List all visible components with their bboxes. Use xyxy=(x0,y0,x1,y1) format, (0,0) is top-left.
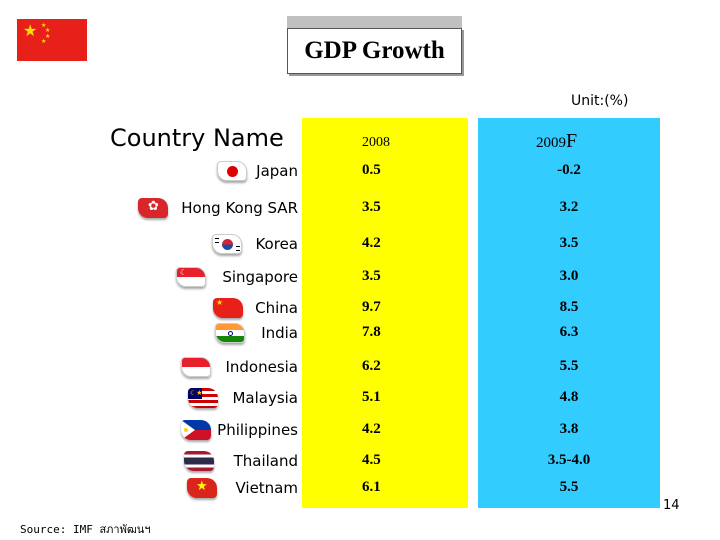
column-2008-background xyxy=(302,118,468,508)
value-2008: 6.1 xyxy=(362,479,381,495)
header-year-2009-number: 2009 xyxy=(536,135,566,151)
table-row: ★ China 9.7 8.5 xyxy=(0,297,720,321)
table-row: ☾★ Malaysia 5.1 4.8 xyxy=(0,387,720,411)
china-flag-icon: ★ ★ ★ ★ ★ xyxy=(17,19,87,61)
value-2008: 4.2 xyxy=(362,235,381,251)
column-2009-background xyxy=(478,118,660,508)
thailand-flag-icon xyxy=(184,451,214,471)
philippines-flag-icon xyxy=(181,420,211,440)
header-country-name: Country Name xyxy=(110,124,284,152)
header-year-2008: 2008 xyxy=(362,135,390,150)
table-row: ★ Vietnam 6.1 5.5 xyxy=(0,477,720,501)
table-row: Thailand 4.5 3.5-4.0 xyxy=(0,450,720,474)
table-row: India 7.8 6.3 xyxy=(0,322,720,346)
country-name: Malaysia xyxy=(232,389,298,407)
table-row: Korea 4.2 3.5 xyxy=(0,233,720,257)
table-row: Indonesia 6.2 5.5 xyxy=(0,356,720,380)
china-flag-icon: ★ xyxy=(213,298,243,318)
title-box: GDP Growth xyxy=(287,28,462,74)
value-2009: -0.2 xyxy=(557,162,581,178)
value-2009: 3.2 xyxy=(559,199,579,215)
korea-flag-icon xyxy=(212,234,242,254)
hong-kong-flag-icon: ✿ xyxy=(138,198,168,218)
value-2008: 4.5 xyxy=(362,452,381,468)
page-number: 14 xyxy=(663,498,680,513)
country-name: Vietnam xyxy=(235,479,298,497)
value-2008: 6.2 xyxy=(362,358,381,374)
malaysia-flag-icon: ☾★ xyxy=(188,388,218,408)
value-2008: 0.5 xyxy=(362,162,381,178)
value-2009: 5.5 xyxy=(559,479,579,495)
value-2009: 3.5-4.0 xyxy=(547,452,591,468)
country-name: Hong Kong SAR xyxy=(181,199,298,217)
table-row: Philippines 4.2 3.8 xyxy=(0,419,720,443)
country-name: Indonesia xyxy=(225,358,298,376)
value-2008: 3.5 xyxy=(362,268,381,284)
unit-label: Unit:(%) xyxy=(571,93,629,109)
country-name: Japan xyxy=(256,162,298,180)
page-title: GDP Growth xyxy=(304,37,445,64)
country-name: Korea xyxy=(255,235,298,253)
source-note: Source: IMF สภาพัฒนฯ xyxy=(20,523,151,536)
value-2009: 8.5 xyxy=(559,299,579,315)
value-2008: 9.7 xyxy=(362,299,381,315)
value-2009: 6.3 xyxy=(559,324,579,340)
value-2008: 7.8 xyxy=(362,324,381,340)
indonesia-flag-icon xyxy=(181,357,211,377)
value-2009: 4.8 xyxy=(559,389,579,405)
japan-flag-icon xyxy=(217,161,247,181)
country-name: Thailand xyxy=(233,452,298,470)
value-2009: 3.8 xyxy=(559,421,579,437)
table-row: Japan 0.5 -0.2 xyxy=(0,160,720,184)
title-decoration-bar xyxy=(287,16,462,28)
value-2008: 4.2 xyxy=(362,421,381,437)
country-name: India xyxy=(261,324,298,342)
india-flag-icon xyxy=(215,323,245,343)
table-row: ☾ Singapore 3.5 3.0 xyxy=(0,266,720,290)
vietnam-flag-icon: ★ xyxy=(187,478,217,498)
value-2008: 3.5 xyxy=(362,199,381,215)
value-2009: 5.5 xyxy=(559,358,579,374)
value-2009: 3.0 xyxy=(559,268,579,284)
country-name: China xyxy=(255,299,298,317)
country-name: Singapore xyxy=(222,268,298,286)
value-2008: 5.1 xyxy=(362,389,381,405)
singapore-flag-icon: ☾ xyxy=(176,267,206,287)
header-year-2009-suffix: F xyxy=(566,130,578,152)
header-year-2009: 2009F xyxy=(536,130,577,153)
value-2009: 3.5 xyxy=(559,235,579,251)
table-row: ✿ Hong Kong SAR 3.5 3.2 xyxy=(0,197,720,221)
country-name: Philippines xyxy=(217,421,298,439)
